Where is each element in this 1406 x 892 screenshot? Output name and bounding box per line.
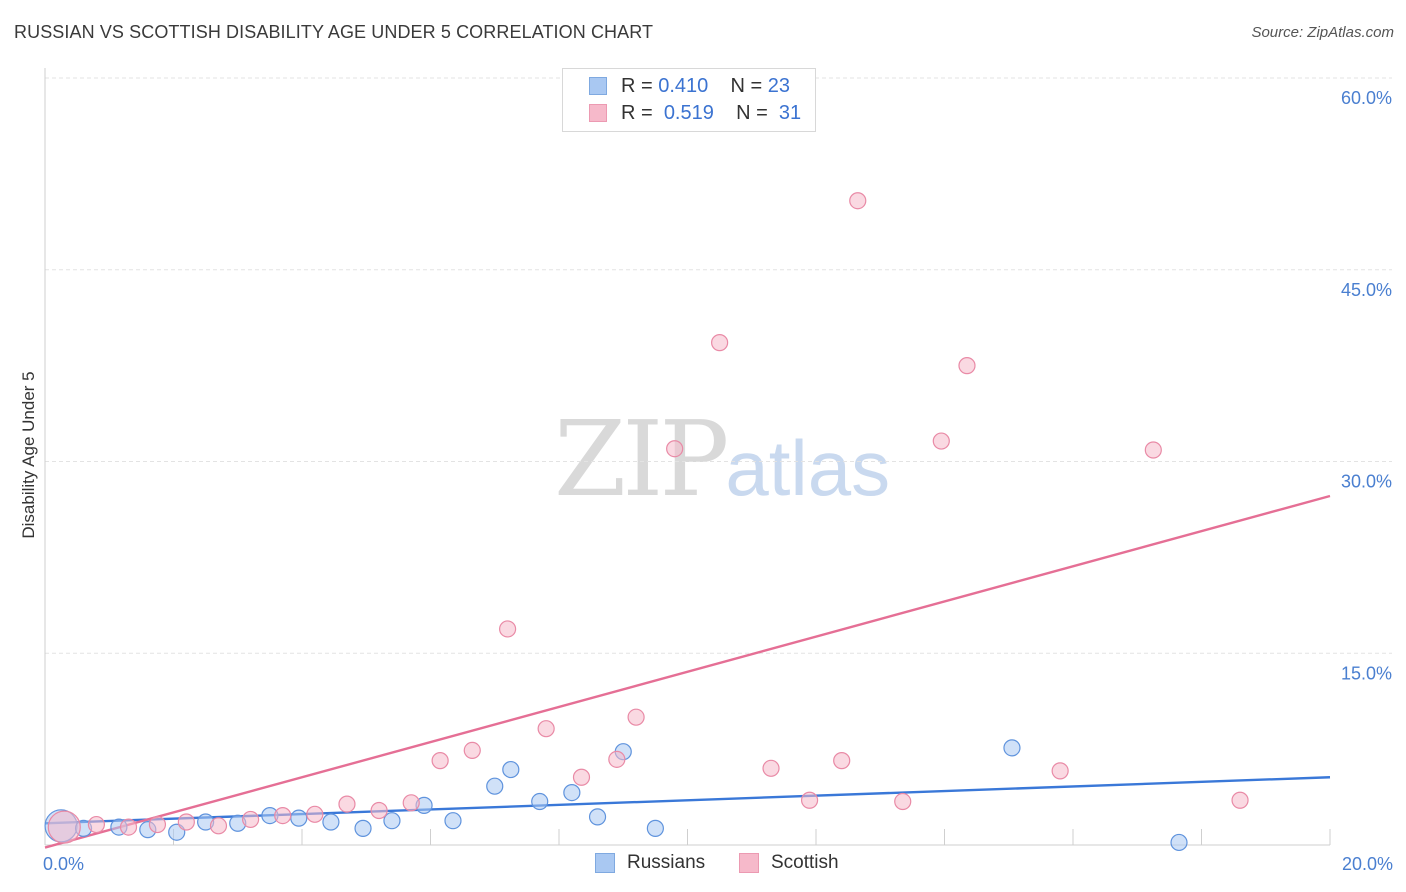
point-russians — [322, 813, 340, 831]
point-scottish — [627, 708, 645, 726]
watermark-atlas: atlas — [725, 424, 891, 512]
point-scottish — [1231, 791, 1249, 809]
legend-n-label-russians: N = — [730, 75, 768, 97]
y-tick-label: 15.0% — [1341, 663, 1392, 683]
correlation-legend: R = 0.410 N = 23 R = 0.519 N = 31 — [562, 68, 816, 132]
legend-n-label-scottish: N = — [736, 102, 774, 124]
bottom-legend-swatch-russians — [595, 853, 615, 873]
trend-line-russians — [44, 776, 1331, 825]
point-scottish — [499, 620, 517, 638]
point-russians — [646, 819, 664, 837]
point-scottish — [711, 334, 729, 352]
axis-layer — [44, 68, 1331, 846]
point-scottish — [338, 795, 356, 813]
point-scottish — [537, 720, 555, 738]
point-scottish — [274, 806, 292, 825]
point-scottish — [87, 815, 106, 834]
source-credit: Source: ZipAtlas.com — [1251, 24, 1394, 41]
point-scottish — [666, 440, 684, 458]
point-russians — [290, 809, 308, 827]
point-russians — [588, 808, 607, 826]
point-scottish — [463, 741, 481, 760]
point-russians — [1003, 739, 1021, 757]
legend-text-russians: R = 0.410 N = 23 — [621, 75, 790, 98]
point-russians — [383, 812, 401, 830]
point-russians — [531, 792, 549, 811]
point-scottish — [148, 815, 167, 834]
point-russians — [486, 777, 504, 795]
legend-swatch-russians — [589, 77, 607, 95]
legend-r-value-russians: 0.410 — [658, 75, 709, 97]
point-scottish — [119, 818, 138, 836]
point-scottish — [608, 750, 626, 768]
point-scottish — [47, 810, 81, 844]
label-layer: 15.0% 30.0% 45.0% 60.0% 0.0% 20.0% Disability … — [19, 88, 1393, 874]
y-tick-label: 60.0% — [1341, 88, 1392, 108]
point-scottish — [1144, 441, 1162, 459]
trend-layer — [44, 494, 1331, 849]
point-scottish — [370, 801, 388, 820]
point-scottish — [894, 792, 912, 811]
legend-r-label-scottish: R = — [621, 102, 659, 124]
point-scottish — [209, 817, 228, 835]
grid-layer — [45, 77, 1392, 654]
point-scottish — [177, 813, 195, 831]
point-scottish — [932, 432, 950, 450]
watermark-zip: ZIP — [554, 398, 729, 520]
legend-n-value-russians: 23 — [767, 75, 791, 97]
point-russians — [1170, 833, 1188, 852]
legend-r-label-russians: R = — [621, 75, 659, 97]
point-russians — [354, 819, 372, 837]
watermark: ZIPatlas — [554, 398, 890, 520]
y-axis-label: Disability Age Under 5 — [19, 371, 38, 538]
bottom-legend-label-russians: Russians — [627, 852, 706, 873]
point-scottish — [402, 794, 420, 812]
point-scottish — [306, 805, 324, 823]
point-scottish — [833, 752, 851, 770]
legend-n-value-scottish: 31 — [778, 102, 802, 124]
point-scottish — [242, 810, 260, 829]
bottom-legend-label-scottish: Scottish — [771, 852, 839, 873]
point-russians — [502, 760, 520, 779]
point-scottish — [1051, 762, 1069, 780]
point-russians — [563, 783, 581, 802]
point-scottish — [762, 759, 780, 777]
x-tick-label-max: 20.0% — [1342, 854, 1393, 874]
y-tick-label: 45.0% — [1341, 280, 1392, 300]
trend-line-scottish — [44, 494, 1331, 849]
point-russians — [444, 812, 462, 830]
point-scottish — [849, 192, 867, 210]
bottom-legend-swatch-scottish — [739, 853, 759, 873]
point-scottish — [800, 791, 819, 809]
legend-swatch-scottish — [589, 104, 607, 122]
point-scottish — [431, 752, 449, 770]
point-scottish — [958, 357, 976, 375]
x-tick-label-min: 0.0% — [43, 854, 84, 874]
legend-text-scottish: R = 0.519 N = 31 — [621, 102, 801, 125]
points-layer — [44, 192, 1249, 852]
y-tick-label: 30.0% — [1341, 472, 1392, 492]
legend-r-value-scottish: 0.519 — [663, 102, 714, 124]
point-scottish — [572, 768, 591, 786]
chart-title: RUSSIAN VS SCOTTISH DISABILITY AGE UNDER… — [14, 22, 654, 42]
